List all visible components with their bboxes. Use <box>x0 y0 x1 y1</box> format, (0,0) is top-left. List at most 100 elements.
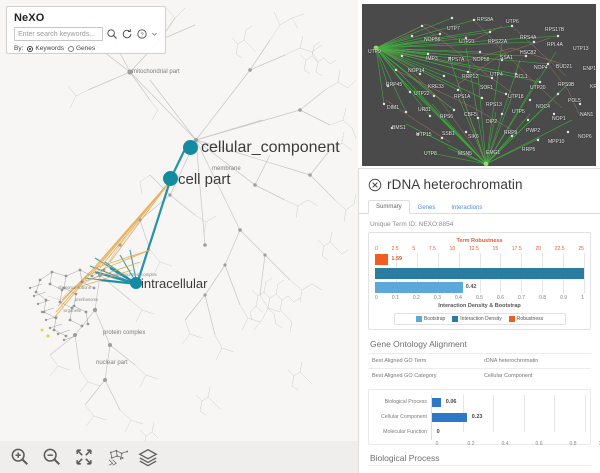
label-organelle: organelle <box>64 308 82 313</box>
detail-header: rDNA heterochromatin <box>359 169 600 194</box>
gene-label-rps8a: RPS8A <box>477 17 494 23</box>
robustness-legend: Bootstrap Interaction Density Robustness <box>393 313 566 325</box>
detail-tabs[interactable]: Summary Genes Interactions <box>359 194 600 214</box>
search-panel[interactable]: NeXO ? By: <box>6 6 166 54</box>
gene-label-cbf5: CBF5 <box>464 112 477 118</box>
search-input[interactable] <box>14 27 103 41</box>
by-label: By: <box>14 45 24 52</box>
row-value: Cellular Component <box>483 373 533 379</box>
tick: 0.6 <box>497 295 504 301</box>
ontology-tree-graph[interactable] <box>0 0 358 473</box>
radio-genes-label: Genes <box>75 45 96 52</box>
go-label-cellular-component: Cellular Component <box>374 410 432 425</box>
go-value-biological-process: 0.06 <box>445 399 457 405</box>
tick: 0 <box>375 246 378 252</box>
node-intracellular[interactable] <box>130 277 142 289</box>
gene-network-edges <box>373 16 582 166</box>
zoom-out-icon[interactable] <box>42 447 62 467</box>
radio-genes[interactable]: Genes <box>67 45 96 52</box>
gene-label-noc4: NOC4 <box>536 104 550 110</box>
gene-label-utp4: UTP4 <box>490 72 503 78</box>
tab-summary[interactable]: Summary <box>368 200 410 214</box>
gene-label-dip2: DIP2 <box>486 119 498 125</box>
tick: 0.3 <box>433 295 441 301</box>
gene-label-rrp45: RRP45 <box>386 82 403 88</box>
gene-label-emg1: EMG1 <box>486 150 501 156</box>
search-row[interactable]: ? <box>14 27 158 41</box>
label-ribosomal-subunit: ribosomal subunit <box>58 285 91 290</box>
gene-label-kri1: KRI1 <box>590 84 597 90</box>
unique-term-id: Unique Term ID: NEXO:8854 <box>370 221 454 228</box>
tick: 22.5 <box>554 246 565 252</box>
go-alignment-table: Best Aligned GO Term rDNA heterochromati… <box>368 353 591 383</box>
gene-label-utp5: UTP5 <box>512 109 525 115</box>
gene-label-rps22a: RPS22A <box>488 39 508 45</box>
legend-swatch-interaction-density <box>452 316 459 322</box>
gene-label-utp20: UTP20 <box>530 85 546 91</box>
tick: 20 <box>535 246 541 252</box>
go-alignment-heading: Gene Ontology Alignment <box>370 339 467 349</box>
refresh-icon[interactable] <box>121 28 133 40</box>
gene-label-bud21: BUD21 <box>556 64 573 70</box>
help-icon[interactable]: ? <box>136 28 148 40</box>
bar-robustness: 1.59 <box>375 253 584 265</box>
tick: 0.4 <box>501 441 509 447</box>
gene-label-pol5: POL5 <box>568 98 581 104</box>
node-cell-part[interactable] <box>163 171 178 186</box>
gene-label-rps9b: RPS9B <box>558 82 575 88</box>
svg-text:?: ? <box>140 32 143 38</box>
tick: 0.4 <box>454 295 462 301</box>
fit-to-screen-icon[interactable] <box>74 447 94 467</box>
gene-interaction-network[interactable]: UTP9 RPS8A UTP6 UTP7 RPS17B NOP56 UTP21 … <box>360 2 598 168</box>
gene-label-rps7a: RPS7A <box>448 57 465 63</box>
gene-label-rrp12: RRP12 <box>462 74 479 80</box>
tab-interactions[interactable]: Interactions <box>451 205 483 211</box>
go-plot-cellular-component: 0.23 <box>432 410 585 425</box>
search-by-row[interactable]: By: Keywords Genes <box>14 45 158 52</box>
label-intracellular: intracellular <box>141 276 208 291</box>
gene-label-utp18: UTP18 <box>508 94 524 100</box>
go-plot-molecular-function: 0 <box>432 425 585 440</box>
gene-label-nop58: NOP58 <box>473 57 490 63</box>
term-detail-panel[interactable]: rDNA heterochromatin Summary Genes Inter… <box>358 168 600 473</box>
robustness-plot: 1.59 0.42 <box>375 253 585 293</box>
ontology-tree-panel[interactable]: cellular_component cell part intracellul… <box>0 0 358 473</box>
gene-label-utp6: UTP6 <box>506 19 519 25</box>
robustness-bottom-axis: 0 0.1 0.2 0.3 0.4 0.5 0.6 0.7 0.8 0.9 1 <box>375 295 584 302</box>
radio-keywords-dot[interactable] <box>27 45 34 52</box>
tick: 0.8 <box>539 295 547 301</box>
gene-label-kre33: KRE33 <box>428 84 444 90</box>
radio-genes-dot[interactable] <box>67 45 74 52</box>
zoom-in-icon[interactable] <box>10 447 30 467</box>
gene-label-rcl1: RCL1 <box>515 74 528 80</box>
gene-label-nop4: NOP4 <box>534 65 548 71</box>
close-icon[interactable] <box>368 178 382 192</box>
tab-genes[interactable]: Genes <box>417 205 436 211</box>
gene-label-utp9: UTP9 <box>368 49 381 55</box>
node-cellular-component[interactable] <box>183 140 198 155</box>
tick: 1 <box>599 441 600 447</box>
chevron-down-icon[interactable] <box>151 28 158 40</box>
table-row: Best Aligned GO Category Cellular Compon… <box>368 368 591 383</box>
radio-keywords[interactable]: Keywords <box>27 45 64 52</box>
go-label-biological-process: Biological Process <box>374 395 432 410</box>
gene-label-sik6: SIK6 <box>468 134 479 140</box>
layers-icon[interactable] <box>138 447 158 467</box>
row-key: Best Aligned GO Category <box>372 373 437 379</box>
label-cell-part: cell part <box>178 171 231 188</box>
legend-label-robustness: Robustness <box>516 316 544 322</box>
robustness-x-title: Interaction Density & Bootstrap <box>438 303 521 309</box>
gene-label-utp15: UTP15 <box>416 132 432 138</box>
bar-interaction-density <box>375 267 584 279</box>
layout-icon[interactable] <box>106 447 132 467</box>
go-label-molecular-function: Molecular Function <box>374 425 432 440</box>
view-toolbar[interactable] <box>0 441 358 473</box>
gene-label-ssb1: SSB1 <box>442 131 455 137</box>
gene-label-utp13: UTP13 <box>573 46 589 52</box>
search-icon[interactable] <box>106 28 118 40</box>
gene-label-rrp5: RRP5 <box>522 147 536 153</box>
tick: 15 <box>492 246 499 252</box>
tick: 0.2 <box>412 295 420 301</box>
gene-label-rps17b: RPS17B <box>545 27 565 33</box>
